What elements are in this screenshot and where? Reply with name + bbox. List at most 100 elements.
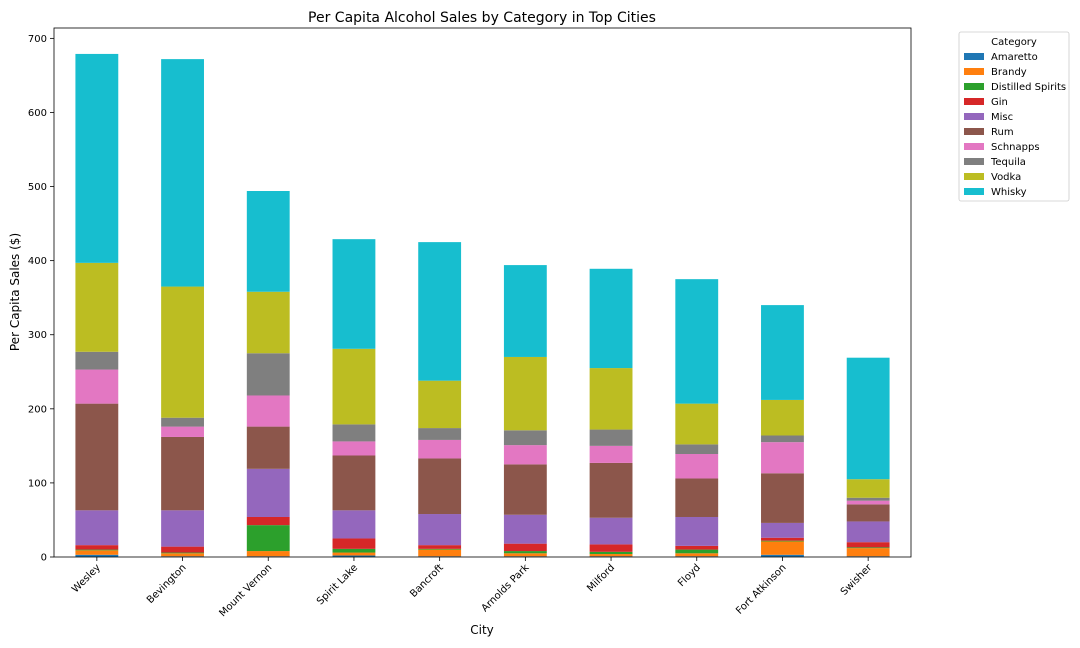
x-tick-label-bevington: Bevington [145, 562, 189, 606]
bar-fort-atkinson-vodka [761, 399, 804, 436]
bar-bevington-schnapps [161, 426, 204, 437]
bar-swisher-distilled-spirits [846, 547, 890, 549]
bar-swisher-brandy [846, 548, 890, 557]
legend-label-rum: Rum [991, 127, 1014, 138]
bar-fort-atkinson-gin [761, 537, 804, 541]
bars-group [75, 53, 890, 557]
legend-label-tequila: Tequila [990, 157, 1026, 168]
bar-mount-vernon-tequila [246, 353, 290, 396]
legend-swatch-schnapps [964, 143, 984, 150]
bar-wesley-schnapps [75, 369, 119, 404]
bar-bancroft-whisky [418, 242, 462, 381]
bar-wesley-vodka [75, 262, 119, 352]
bar-wesley-distilled-spirits [75, 549, 119, 551]
bar-floyd-tequila [675, 444, 719, 455]
x-tick-label-floyd: Floyd [676, 562, 703, 589]
bar-bevington-whisky [161, 59, 204, 287]
bar-spirit-lake-amaretto [332, 555, 376, 557]
bar-swisher-tequila [846, 497, 890, 501]
bar-bancroft-rum [418, 458, 462, 515]
bar-bevington-rum [161, 436, 204, 511]
x-tick-label-swisher: Swisher [839, 562, 875, 598]
bar-spirit-lake-tequila [332, 424, 376, 442]
y-axis-title: Per Capita Sales ($) [8, 233, 22, 351]
bar-bevington-gin [161, 546, 204, 553]
bar-floyd-vodka [675, 403, 719, 445]
bar-mount-vernon-rum [246, 426, 290, 469]
chart-title: Per Capita Alcohol Sales by Category in … [308, 10, 656, 26]
bar-wesley-amaretto [75, 554, 119, 557]
bar-wesley-whisky [75, 53, 119, 263]
bar-wesley-misc [75, 510, 119, 546]
legend-label-distilled-spirits: Distilled Spirits [991, 82, 1066, 93]
x-tick-label-bancroft: Bancroft [408, 562, 446, 600]
bar-bancroft-schnapps [418, 439, 462, 459]
y-tick-label: 700 [28, 34, 47, 45]
bar-mount-vernon-misc [246, 468, 290, 517]
x-tick-label-milford: Milford [585, 562, 617, 594]
legend-title: Category [991, 37, 1037, 48]
bar-spirit-lake-vodka [332, 348, 376, 425]
bar-mount-vernon-whisky [246, 191, 290, 292]
legend-swatch-misc [964, 113, 984, 120]
legend-box [958, 31, 1070, 202]
bar-fort-atkinson-schnapps [761, 442, 804, 474]
bar-milford-gin [589, 544, 633, 552]
plot-frame [53, 27, 912, 558]
y-tick-label: 500 [28, 182, 47, 193]
legend: Category Amaretto Brandy Distilled Spirits… [958, 31, 1070, 202]
bar-milford-schnapps [589, 445, 633, 463]
bar-spirit-lake-whisky [332, 239, 376, 349]
legend-swatch-brandy [964, 68, 984, 75]
bar-arnolds-park-tequila [503, 430, 547, 446]
bar-swisher-whisky [846, 357, 890, 480]
bar-bancroft-tequila [418, 428, 462, 440]
y-tick-label: 200 [28, 404, 47, 415]
bar-swisher-vodka [846, 479, 890, 498]
bar-floyd-brandy [675, 553, 719, 557]
legend-label-amaretto: Amaretto [991, 52, 1038, 63]
legend-label-vodka: Vodka [991, 172, 1021, 183]
bar-mount-vernon-gin [246, 516, 290, 526]
legend-swatch-whisky [964, 188, 984, 195]
bar-wesley-brandy [75, 550, 119, 555]
bar-arnolds-park-misc [503, 514, 547, 544]
bar-fort-atkinson-brandy [761, 541, 804, 555]
bar-mount-vernon-brandy [246, 551, 290, 557]
bar-fort-atkinson-amaretto [761, 554, 804, 557]
bar-bevington-distilled-spirits [161, 552, 204, 554]
bar-spirit-lake-rum [332, 455, 376, 511]
x-tick-label-mount-vernon: Mount Vernon [217, 562, 274, 619]
bar-bancroft-vodka [418, 380, 462, 429]
bar-bancroft-gin [418, 545, 462, 549]
y-tick-label: 300 [28, 330, 47, 341]
bar-bancroft-misc [418, 514, 462, 546]
x-axis: Wesley Bevington Mount Vernon Spirit Lake Ba… [70, 557, 875, 619]
legend-swatch-rum [964, 128, 984, 135]
bar-fort-atkinson-tequila [761, 435, 804, 443]
bar-bevington-misc [161, 510, 204, 547]
bar-fort-atkinson-rum [761, 473, 804, 523]
bar-milford-rum [589, 462, 633, 518]
legend-label-gin: Gin [991, 97, 1008, 108]
bar-fort-atkinson-whisky [761, 305, 804, 400]
y-tick-label: 600 [28, 108, 47, 119]
x-tick-label-wesley: Wesley [70, 562, 103, 595]
bar-milford-vodka [589, 368, 633, 430]
bar-milford-whisky [589, 268, 633, 369]
bar-mount-vernon-distilled-spirits [246, 525, 290, 552]
x-tick-label-fort-atkinson: Fort Atkinson [734, 562, 788, 616]
bar-arnolds-park-schnapps [503, 445, 547, 465]
bar-milford-tequila [589, 429, 633, 446]
bar-fort-atkinson-distilled-spirits [761, 540, 804, 542]
legend-label-brandy: Brandy [991, 67, 1027, 78]
bar-fort-atkinson-misc [761, 522, 804, 538]
x-tick-label-spirit-lake: Spirit Lake [315, 562, 360, 607]
y-tick-label: 400 [28, 256, 47, 267]
bar-swisher-misc [846, 521, 890, 543]
bar-wesley-gin [75, 545, 119, 550]
legend-swatch-distilled-spirits [964, 83, 984, 90]
bar-milford-misc [589, 517, 633, 545]
bar-spirit-lake-brandy [332, 552, 376, 556]
